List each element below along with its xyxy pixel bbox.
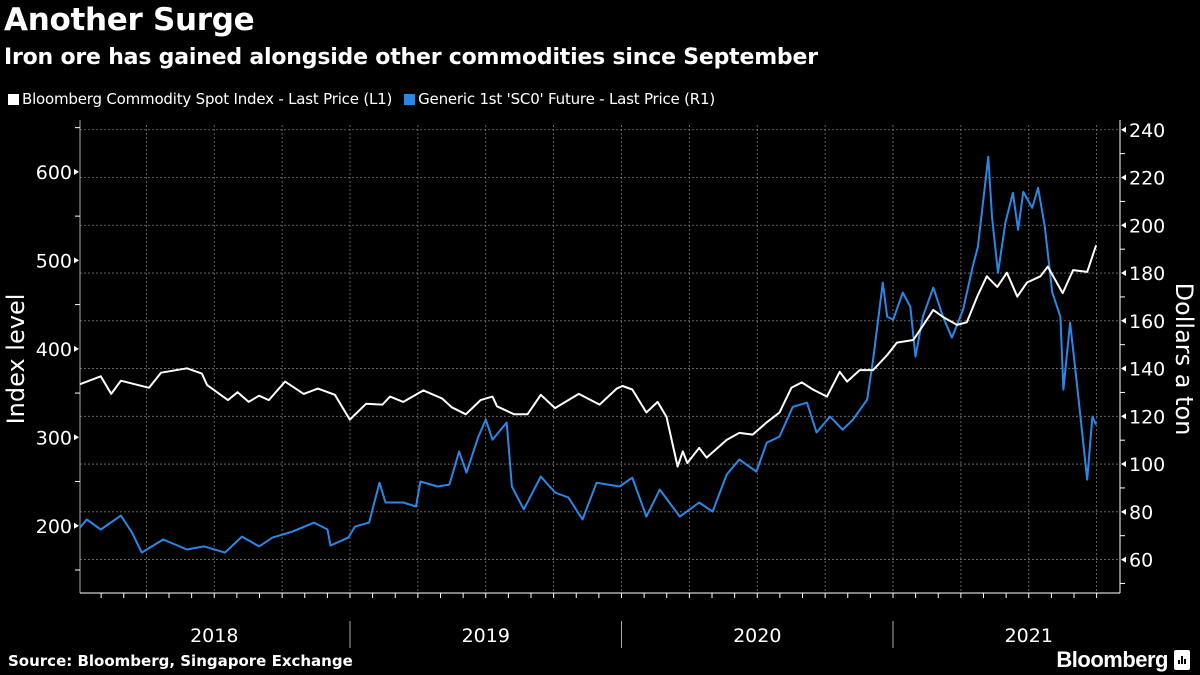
right-major-tick (1121, 317, 1126, 324)
series-line-commodity-index (79, 244, 1098, 468)
right-major-tick (1121, 413, 1126, 420)
legend-swatch-white (8, 93, 19, 105)
right-tick-label: 80 (1129, 502, 1153, 524)
legend-label: Generic 1st 'SC0' Future - Last Price (R… (418, 90, 715, 108)
left-tick-label: 300 (36, 427, 72, 449)
legend-swatch-blue (404, 93, 416, 105)
right-tick-label: 200 (1129, 215, 1165, 237)
right-major-tick (1121, 126, 1126, 133)
right-major-tick (1121, 270, 1126, 277)
left-tick-label: 200 (36, 516, 72, 538)
left-tick-label: 500 (36, 250, 72, 272)
x-tick-label: 2020 (733, 625, 781, 647)
right-tick-label: 100 (1129, 454, 1165, 476)
x-tick-label: 2018 (190, 625, 238, 647)
x-tick-label: 2019 (462, 625, 510, 647)
logo-text: Bloomberg (1056, 647, 1168, 672)
left-tick-label: 400 (36, 339, 72, 361)
right-tick-label: 140 (1129, 359, 1165, 381)
right-major-tick (1121, 174, 1126, 181)
source-note: Source: Bloomberg, Singapore Exchange (8, 652, 353, 670)
right-axis-title: Dollars a ton (1170, 283, 1198, 436)
right-major-tick (1121, 556, 1126, 563)
chart-title: Another Surge (4, 2, 255, 38)
legend-item-commodity-index: Bloomberg Commodity Spot Index - Last Pr… (8, 90, 392, 108)
right-tick-label: 180 (1129, 263, 1165, 285)
right-tick-label: 60 (1129, 550, 1153, 572)
legend-label: Bloomberg Commodity Spot Index - Last Pr… (22, 90, 393, 108)
bloomberg-logo: Bloomberg (1056, 647, 1190, 673)
x-tick-label: 2021 (1005, 625, 1053, 647)
right-tick-label: 160 (1129, 311, 1165, 333)
right-major-tick (1121, 365, 1126, 372)
series-line-iron-ore-future (79, 155, 1098, 554)
left-axis-title: Index level (2, 294, 30, 425)
left-major-tick (74, 434, 79, 441)
chart-subtitle: Iron ore has gained alongside other comm… (4, 45, 818, 70)
left-major-tick (74, 168, 79, 175)
right-major-tick (1121, 461, 1126, 468)
right-major-tick (1121, 508, 1126, 515)
right-tick-label: 120 (1129, 406, 1165, 428)
left-major-tick (74, 522, 79, 529)
legend-item-iron-ore-future: Generic 1st 'SC0' Future - Last Price (R… (404, 90, 715, 108)
bar-chart-icon (1174, 650, 1190, 670)
left-major-tick (74, 257, 79, 264)
right-major-tick (1121, 222, 1126, 229)
left-tick-label: 600 (36, 162, 72, 184)
left-major-tick (74, 345, 79, 352)
right-tick-label: 220 (1129, 168, 1165, 190)
legend: Bloomberg Commodity Spot Index - Last Pr… (8, 90, 715, 108)
right-tick-label: 240 (1129, 120, 1165, 142)
